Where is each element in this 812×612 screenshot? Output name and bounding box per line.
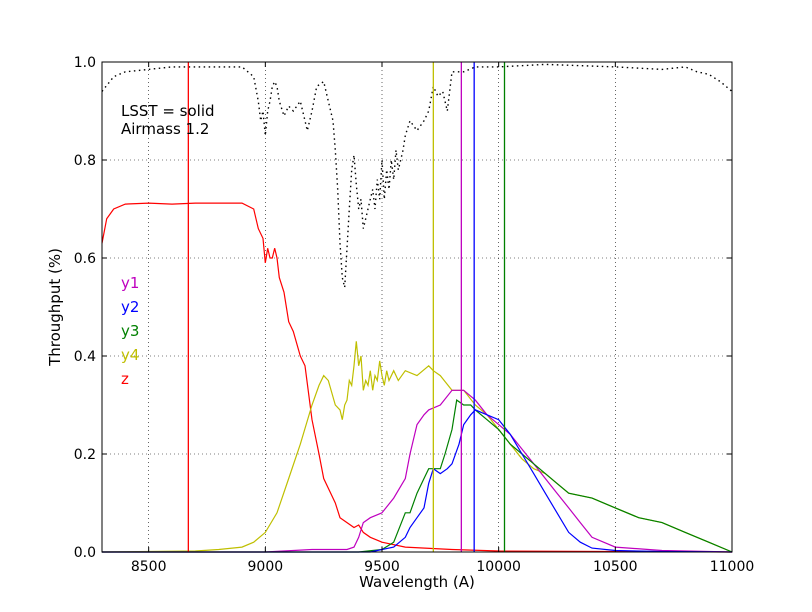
- y-tick-label: 0.2: [74, 447, 96, 463]
- y-tick-label: 0.4: [74, 349, 96, 365]
- plot-background: [102, 62, 732, 552]
- reference-lines: [187, 62, 506, 552]
- series-lines: [101, 63, 733, 553]
- y-tick-label: 0.6: [74, 251, 96, 267]
- x-tick-label: 10000: [476, 559, 521, 575]
- y-tick-label: 0.8: [74, 153, 96, 169]
- y-axis-label: Throughput (%): [46, 248, 64, 367]
- series-line-atmosphere: [101, 63, 733, 288]
- series-line-y2: [102, 409, 733, 553]
- legend-label-y3: y3: [121, 322, 139, 340]
- annotation-line-2: Airmass 1.2: [121, 120, 209, 138]
- plot-frame: [101, 61, 733, 553]
- x-axis-label: Wavelength (A): [359, 573, 475, 591]
- x-tick-label: 9500: [364, 559, 400, 575]
- x-tick-label: 10500: [593, 559, 638, 575]
- x-tick-label: 11000: [710, 559, 755, 575]
- legend-label-y1: y1: [121, 274, 139, 292]
- series-line-y4: [101, 341, 733, 553]
- y-tick-label: 0.0: [74, 545, 96, 561]
- x-tick-label: 9000: [248, 559, 284, 575]
- series-line-y1: [102, 389, 733, 553]
- legend: y1 y2 y3 y4 z: [121, 274, 139, 388]
- legend-label-y4: y4: [121, 346, 139, 364]
- grid-lines: [102, 62, 732, 552]
- legend-label-z: z: [121, 370, 129, 388]
- axis-ticks: 8500 9000 9500 10000 10500 11000 0.0 0.2 0.4 0.6 0…: [74, 55, 755, 575]
- x-tick-label: 8500: [131, 559, 167, 575]
- legend-label-y2: y2: [121, 298, 139, 316]
- y-tick-label: 1.0: [74, 55, 96, 71]
- annotation-line-1: LSST = solid: [121, 102, 215, 120]
